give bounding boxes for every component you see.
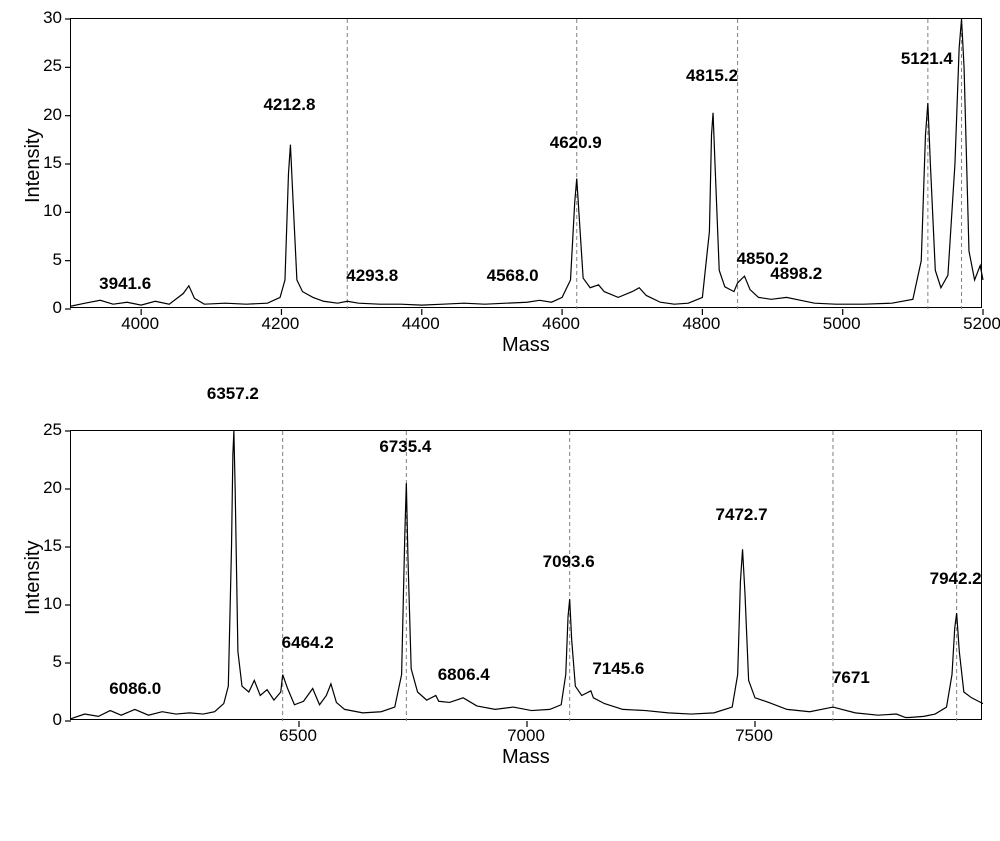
figure: 4000420044004600480050005200051015202530…	[0, 0, 1000, 841]
y-axis-label: Intensity	[22, 541, 45, 615]
y-tick-label: 5	[53, 652, 62, 672]
x-tick-label: 7500	[735, 726, 773, 746]
y-tick-label: 10	[43, 594, 62, 614]
x-axis-label: Mass	[502, 746, 550, 769]
peak-label: 6806.4	[438, 665, 490, 685]
y-tick-label: 0	[53, 710, 62, 730]
peak-label: 6464.2	[282, 633, 334, 653]
peak-label: 7145.6	[592, 659, 644, 679]
peak-label: 6735.4	[379, 437, 431, 457]
peak-label: 7671	[832, 668, 870, 688]
peak-label: 7472.7	[716, 505, 768, 525]
peak-label: 7093.6	[543, 552, 595, 572]
y-tick-label: 25	[43, 420, 62, 440]
x-tick-label: 6500	[279, 726, 317, 746]
peak-label: 6086.0	[109, 679, 161, 699]
y-tick-label: 20	[43, 478, 62, 498]
peak-label: 7942.2	[930, 569, 982, 589]
x-tick-label: 7000	[507, 726, 545, 746]
panel-bottom: 6500 7000 7500 0 5 10 15 20 25 Intensity Mass 6086.…	[0, 0, 1000, 841]
peak-label: 6357.2	[207, 384, 259, 404]
y-tick-label: 15	[43, 536, 62, 556]
